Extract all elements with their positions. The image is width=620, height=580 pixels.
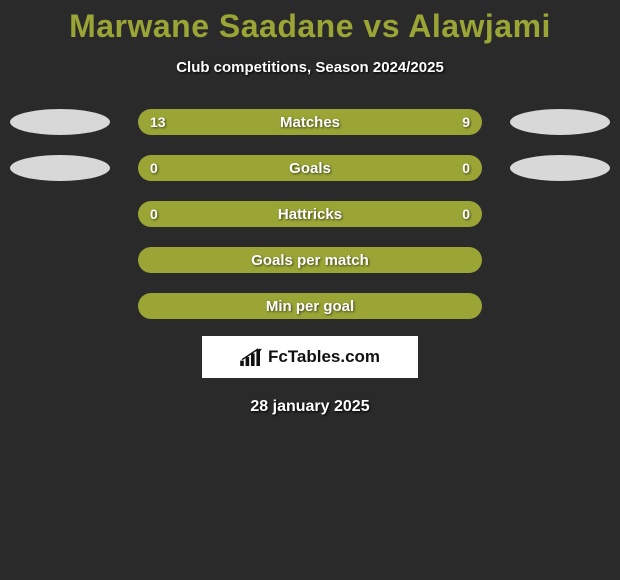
stat-value-right: 0 [462, 160, 470, 176]
stat-bar: Goals per match [138, 247, 482, 273]
stat-label: Matches [280, 114, 340, 131]
stat-bar: 13 Matches 9 [138, 109, 482, 135]
stat-bar: Min per goal [138, 293, 482, 319]
brand-label: FcTables.com [268, 347, 380, 367]
brand-link[interactable]: FcTables.com [202, 336, 418, 378]
stat-row: 13 Matches 9 [0, 106, 620, 138]
stat-value-left: 0 [150, 206, 158, 222]
stat-row: Min per goal [0, 290, 620, 322]
stat-bar: 0 Goals 0 [138, 155, 482, 181]
stats-list: 13 Matches 9 0 Goals 0 0 Hattricks 0 Goals per ma… [0, 106, 620, 322]
player-right-marker [510, 155, 610, 181]
stat-row: 0 Hattricks 0 [0, 198, 620, 230]
stat-value-right: 9 [462, 114, 470, 130]
stat-row: 0 Goals 0 [0, 152, 620, 184]
player-left-marker [10, 109, 110, 135]
snapshot-date: 28 january 2025 [0, 398, 620, 416]
stat-label: Hattricks [278, 206, 342, 223]
subtitle: Club competitions, Season 2024/2025 [0, 59, 620, 76]
player-right-marker [510, 109, 610, 135]
stat-value-right: 0 [462, 206, 470, 222]
stat-value-left: 13 [150, 114, 166, 130]
stat-label: Min per goal [266, 298, 354, 315]
stat-value-left: 0 [150, 160, 158, 176]
player-left-marker [10, 155, 110, 181]
chart-icon [240, 348, 262, 366]
stat-label: Goals [289, 160, 331, 177]
stat-label: Goals per match [251, 252, 369, 269]
page-title: Marwane Saadane vs Alawjami [0, 8, 620, 45]
stat-bar: 0 Hattricks 0 [138, 201, 482, 227]
comparison-widget: Marwane Saadane vs Alawjami Club competi… [0, 0, 620, 416]
stat-row: Goals per match [0, 244, 620, 276]
